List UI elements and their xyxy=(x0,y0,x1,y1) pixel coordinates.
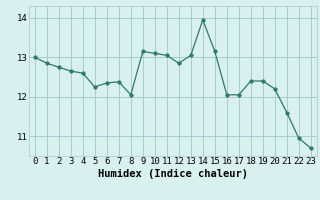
X-axis label: Humidex (Indice chaleur): Humidex (Indice chaleur) xyxy=(98,169,248,179)
